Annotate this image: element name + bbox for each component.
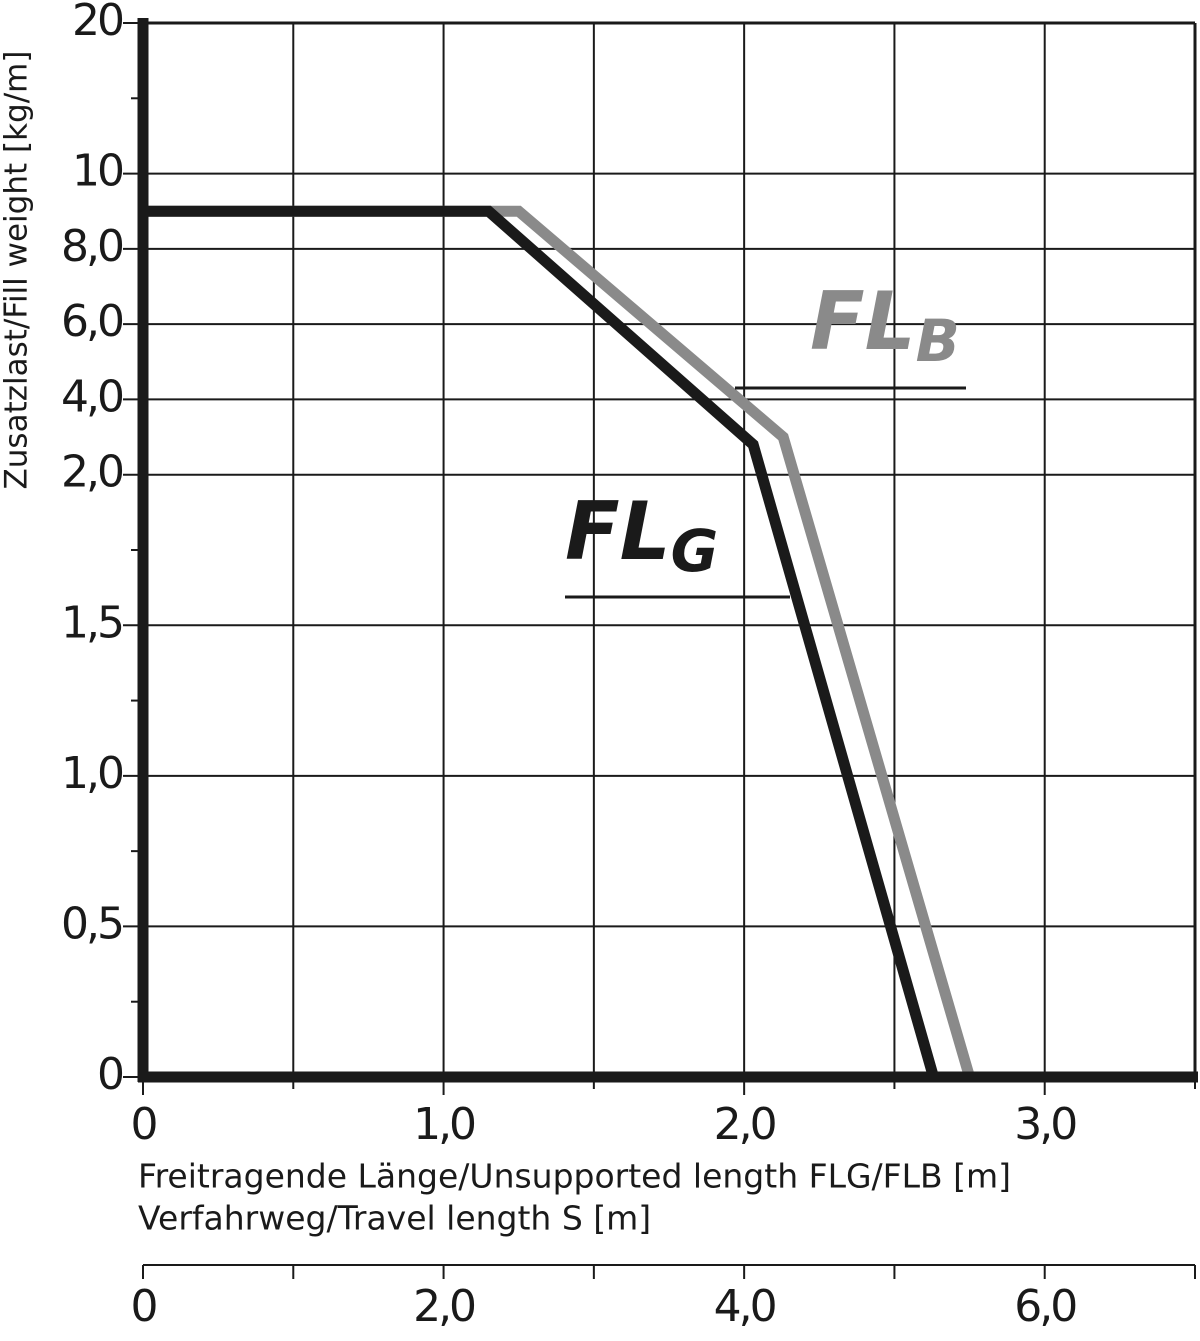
legend-label: FLG	[565, 485, 718, 585]
x-tick-label: 1,0	[413, 1099, 475, 1150]
x2-axis-title: Verfahrweg/Travel length S [m]	[138, 1199, 651, 1238]
x2-tick-label: 2,0	[413, 1281, 475, 1332]
series-line	[143, 205, 939, 1079]
legend-sub: G	[671, 517, 719, 585]
y-tick-label: 20	[72, 0, 123, 46]
y-tick-label: 8,0	[61, 221, 123, 272]
legend-label: FLB	[810, 275, 960, 375]
x2-tick-label: 6,0	[1014, 1281, 1076, 1332]
x-tick-label: 0	[131, 1099, 157, 1150]
y-tick-label: 1,0	[61, 748, 123, 799]
x-axis-title: Freitragende Länge/Unsupported length FL…	[138, 1157, 1011, 1196]
legend-main: FL	[565, 485, 671, 578]
x-tick-label: 2,0	[714, 1099, 776, 1150]
y-tick-label: 4,0	[61, 371, 123, 422]
legend-sub: B	[916, 307, 960, 375]
x-tick-label: 3,0	[1014, 1099, 1076, 1150]
y-tick-label: 0,5	[61, 898, 122, 949]
y-tick-label: 10	[72, 146, 123, 197]
legend-main: FL	[810, 275, 916, 368]
y-axis-title: Zusatzlast/Fill weight [kg/m]	[0, 51, 35, 490]
x2-tick-label: 4,0	[714, 1281, 776, 1332]
y-tick-label: 2,0	[61, 447, 123, 498]
y-tick-label: 1,5	[61, 597, 122, 648]
x2-tick-label: 0	[131, 1281, 157, 1332]
y-tick-label: 0	[97, 1049, 123, 1100]
y-tick-label: 6,0	[61, 296, 123, 347]
